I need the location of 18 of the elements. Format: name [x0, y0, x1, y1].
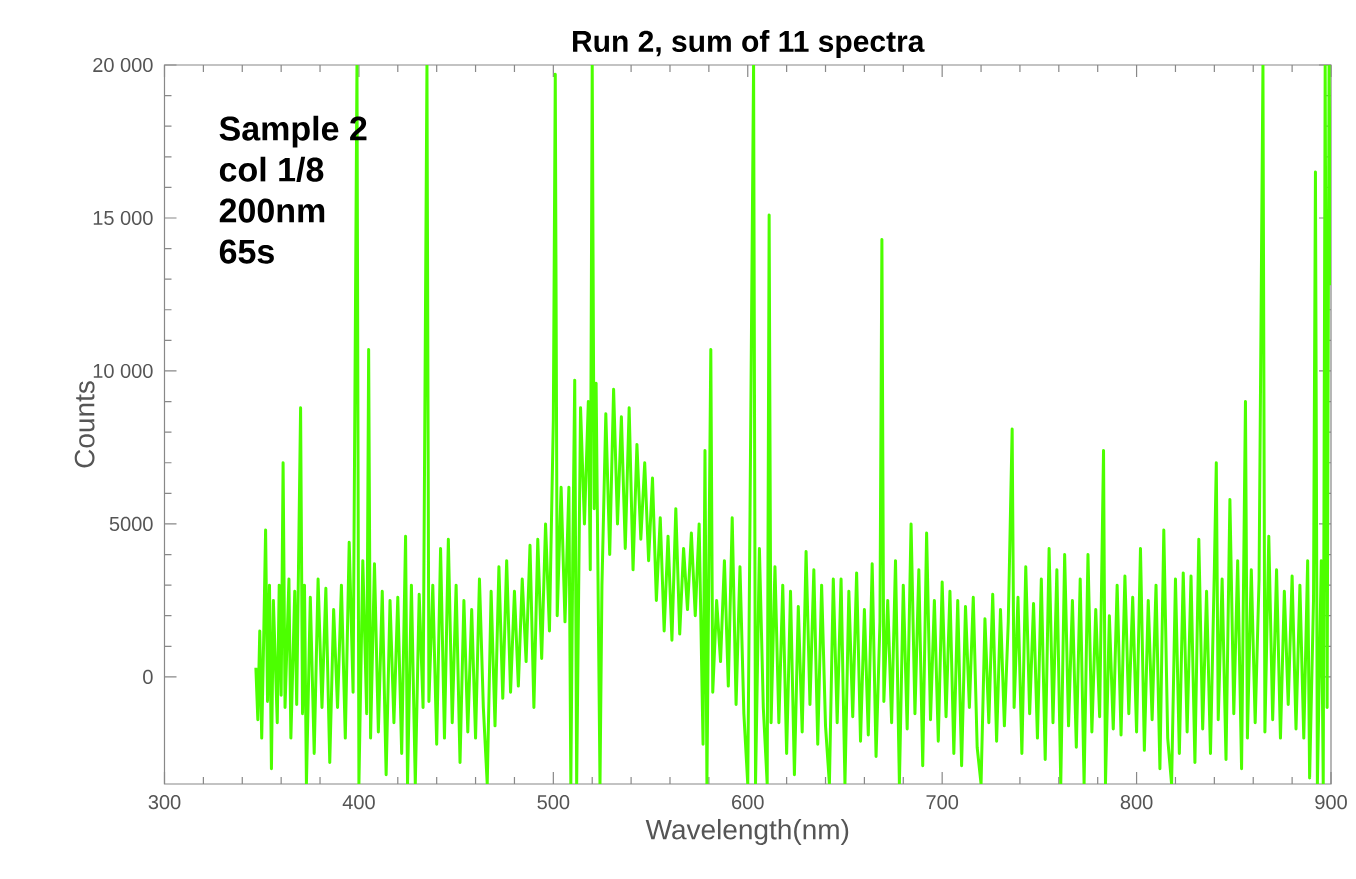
x-tick-label: 900 [1315, 795, 1347, 810]
y-tick-label: 20 000 [93, 57, 153, 73]
annotation: col 1/8 [219, 156, 324, 183]
x-tick-label: 300 [148, 795, 181, 810]
y-tick-label: 15 000 [93, 210, 153, 226]
y-tick-label: 0 [143, 669, 153, 684]
x-tick-label: 500 [537, 795, 570, 810]
y-tick-label: 10 000 [93, 363, 153, 379]
annotation: 65s [219, 239, 274, 264]
x-tick-label: 800 [1120, 795, 1153, 810]
annotation: 200nm [219, 198, 325, 223]
y-tick-label: 5000 [109, 516, 153, 532]
y-axis-title: Counts [74, 381, 95, 468]
chart-title: Run 2, sum of 11 spectra [573, 29, 925, 58]
x-tick-label: 700 [926, 795, 959, 810]
x-axis-title: Wavelength(nm) [645, 818, 849, 846]
x-tick-label: 400 [342, 795, 375, 810]
x-tick-label: 600 [732, 795, 764, 810]
